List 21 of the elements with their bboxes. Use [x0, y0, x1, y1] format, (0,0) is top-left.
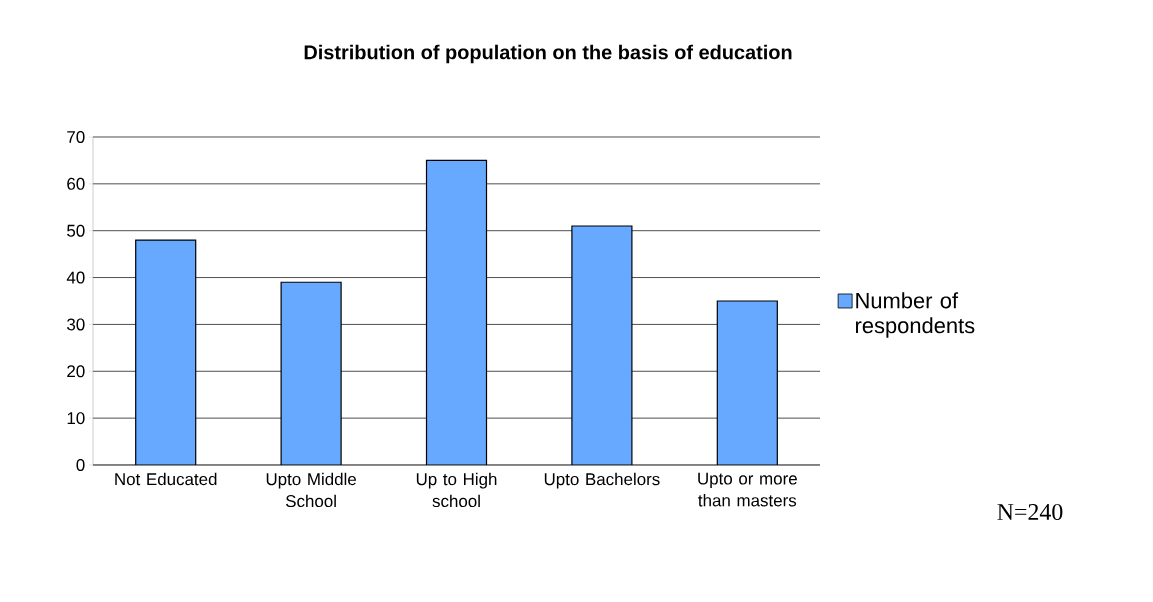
y-tick-label: 30: [67, 318, 85, 331]
y-tick-label: 70: [67, 130, 85, 143]
x-tick-label: Not Educated: [115, 472, 217, 486]
x-tick-label: Upto Bachelors: [544, 472, 660, 489]
text: N=240: [997, 503, 1063, 521]
y-tick-label: 0: [76, 458, 85, 471]
y-tick-label: 40: [66, 271, 85, 284]
bar: [425, 159, 488, 465]
x-tick-label: Up to High school: [416, 472, 497, 508]
y-tick-label: 60: [67, 177, 85, 190]
x-tick-label: Upto or more than masters: [698, 472, 797, 507]
y-tick-label: 50: [67, 224, 85, 237]
legend-label: Number of respondents: [855, 292, 975, 338]
bar: [135, 239, 197, 465]
y-tick-label: 20: [67, 365, 85, 378]
bar: [571, 225, 633, 465]
bar: [716, 300, 778, 465]
y-tick-label: 10: [67, 412, 85, 425]
x-tick-label: Upto Middle School: [266, 472, 356, 508]
chart-title: Distribution of population on the basis of education: [304, 44, 792, 64]
bar: [280, 281, 342, 465]
